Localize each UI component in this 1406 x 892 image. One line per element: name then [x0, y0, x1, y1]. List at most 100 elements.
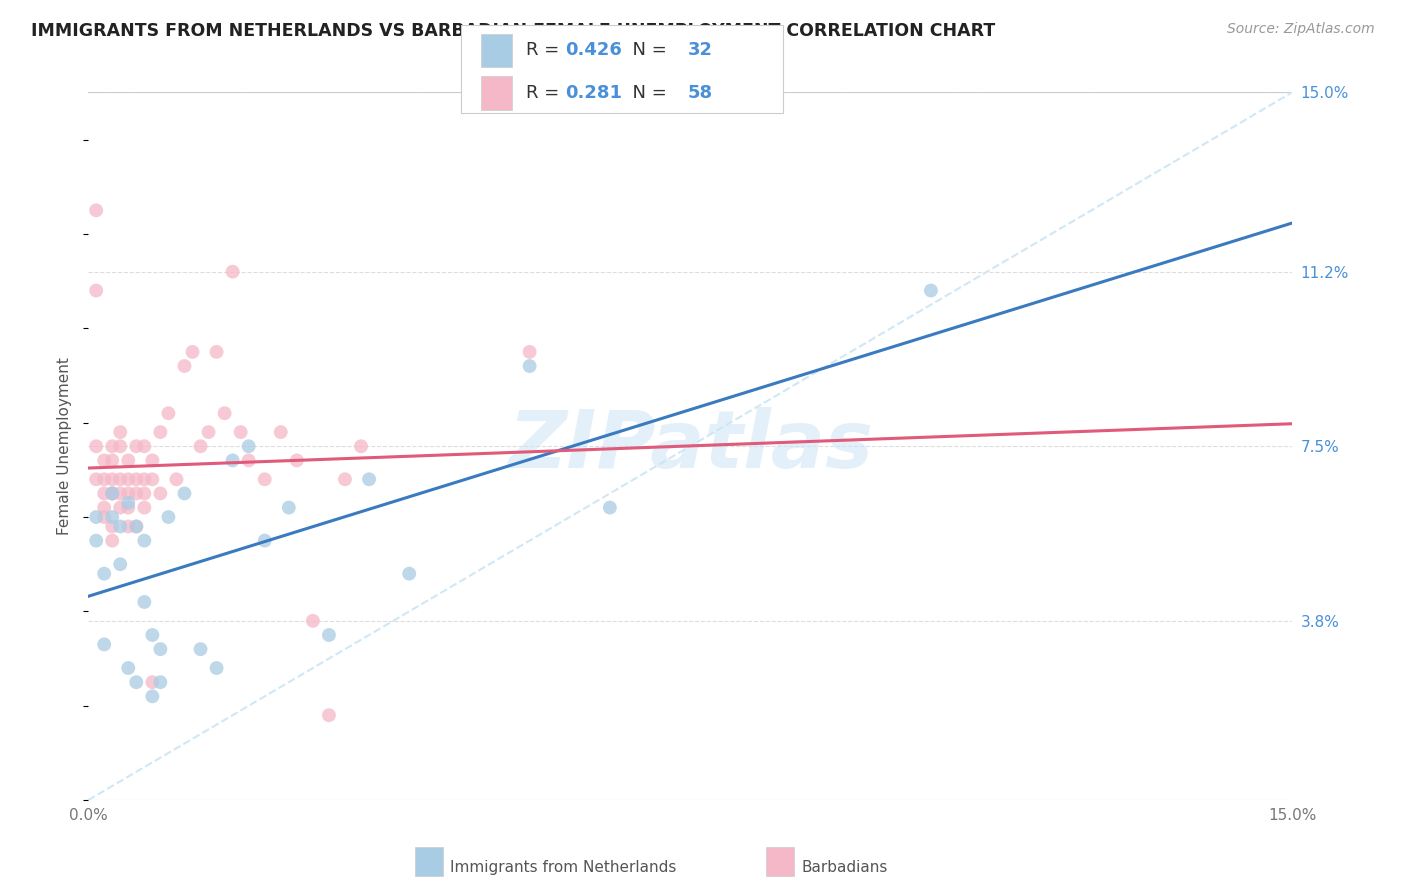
Point — [197, 425, 219, 439]
Point — [93, 486, 115, 500]
Point — [125, 519, 148, 533]
Point — [270, 425, 292, 439]
Point — [125, 472, 148, 486]
Point — [110, 425, 132, 439]
Point — [93, 472, 115, 486]
Point — [141, 675, 163, 690]
Point — [238, 439, 260, 453]
Point — [101, 472, 124, 486]
Point — [205, 344, 228, 359]
Point — [101, 486, 124, 500]
Point — [110, 472, 132, 486]
Point — [190, 642, 212, 657]
Point — [101, 486, 124, 500]
Point — [117, 486, 139, 500]
Point — [93, 510, 115, 524]
Point — [165, 472, 187, 486]
Point — [117, 519, 139, 533]
Text: R =: R = — [526, 84, 565, 102]
Point — [333, 472, 356, 486]
Point — [519, 344, 541, 359]
Point — [205, 661, 228, 675]
Point — [238, 453, 260, 467]
Text: ZIPatlas: ZIPatlas — [508, 408, 873, 485]
Point — [101, 439, 124, 453]
Point — [173, 359, 195, 373]
Point — [149, 675, 172, 690]
Point — [101, 519, 124, 533]
Point — [125, 486, 148, 500]
Point — [101, 533, 124, 548]
Point — [110, 439, 132, 453]
Point — [84, 472, 107, 486]
Point — [134, 533, 156, 548]
Point — [398, 566, 420, 581]
Text: Source: ZipAtlas.com: Source: ZipAtlas.com — [1227, 22, 1375, 37]
Point — [117, 472, 139, 486]
Y-axis label: Female Unemployment: Female Unemployment — [58, 358, 72, 535]
Point — [190, 439, 212, 453]
Point — [101, 486, 124, 500]
Point — [149, 425, 172, 439]
Point — [110, 500, 132, 515]
Point — [117, 500, 139, 515]
Point — [84, 284, 107, 298]
Point — [214, 406, 236, 420]
Point — [117, 661, 139, 675]
Point — [181, 344, 204, 359]
Point — [125, 675, 148, 690]
Point — [599, 500, 621, 515]
Point — [93, 500, 115, 515]
Point — [117, 453, 139, 467]
Point — [149, 486, 172, 500]
Point — [93, 566, 115, 581]
Point — [101, 510, 124, 524]
Point — [84, 203, 107, 218]
Point — [285, 453, 308, 467]
Point — [134, 472, 156, 486]
Point — [253, 533, 276, 548]
Point — [134, 439, 156, 453]
Point — [110, 558, 132, 572]
Point — [117, 496, 139, 510]
Point — [318, 628, 340, 642]
Point — [101, 453, 124, 467]
Point — [229, 425, 252, 439]
Point — [134, 595, 156, 609]
Point — [359, 472, 381, 486]
Text: 0.281: 0.281 — [565, 84, 623, 102]
Point — [350, 439, 373, 453]
Text: 32: 32 — [688, 42, 713, 60]
Point — [149, 642, 172, 657]
Point — [173, 486, 195, 500]
Point — [221, 453, 243, 467]
Point — [157, 510, 180, 524]
Point — [84, 533, 107, 548]
Point — [141, 690, 163, 704]
Point — [221, 265, 243, 279]
Text: 0.426: 0.426 — [565, 42, 621, 60]
Point — [93, 637, 115, 651]
Point — [93, 453, 115, 467]
Point — [84, 439, 107, 453]
Text: N =: N = — [621, 42, 673, 60]
Point — [84, 510, 107, 524]
Point — [253, 472, 276, 486]
Point — [920, 284, 942, 298]
Point — [318, 708, 340, 723]
Text: IMMIGRANTS FROM NETHERLANDS VS BARBADIAN FEMALE UNEMPLOYMENT CORRELATION CHART: IMMIGRANTS FROM NETHERLANDS VS BARBADIAN… — [31, 22, 995, 40]
Point — [519, 359, 541, 373]
Point — [110, 519, 132, 533]
Point — [302, 614, 325, 628]
Point — [277, 500, 299, 515]
Point — [110, 486, 132, 500]
Text: Immigrants from Netherlands: Immigrants from Netherlands — [450, 860, 676, 874]
Point — [125, 519, 148, 533]
Point — [141, 472, 163, 486]
Text: N =: N = — [621, 84, 673, 102]
Point — [125, 439, 148, 453]
Point — [141, 453, 163, 467]
Point — [134, 486, 156, 500]
Point — [141, 628, 163, 642]
Point — [157, 406, 180, 420]
